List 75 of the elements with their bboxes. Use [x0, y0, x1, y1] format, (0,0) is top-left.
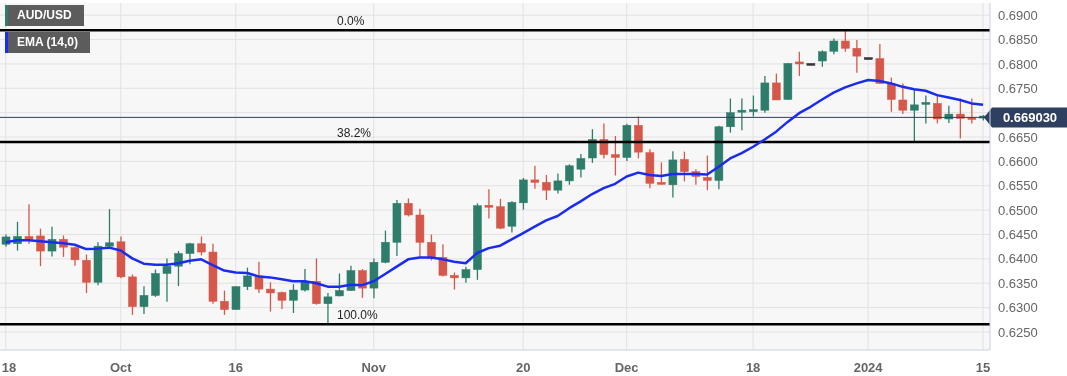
- candlestick: [657, 161, 666, 186]
- candlestick: [795, 51, 804, 77]
- x-tick-label: Dec: [614, 360, 639, 375]
- candlestick: [231, 285, 241, 311]
- candlestick: [599, 122, 609, 160]
- x-tick-label: 15: [975, 360, 991, 375]
- candlestick: [24, 203, 34, 245]
- y-tick-label: 0.6400: [998, 251, 1038, 267]
- y-tick-label: 0.6450: [998, 227, 1038, 243]
- candlestick: [726, 97, 735, 134]
- candlestick: [910, 88, 919, 143]
- candlestick: [841, 29, 850, 53]
- candlestick: [220, 289, 229, 316]
- candlestick: [921, 94, 931, 125]
- candlestick: [151, 268, 160, 298]
- candlestick: [933, 94, 942, 125]
- annotation: 38.2%: [337, 125, 372, 140]
- annotation: 0.0%: [337, 14, 365, 29]
- candlestick: [507, 200, 517, 234]
- x-tick-label: 2024: [853, 360, 884, 375]
- candlestick: [82, 253, 91, 294]
- candlestick: [576, 153, 586, 179]
- y-tick-label: 0.6500: [998, 202, 1038, 218]
- candlestick: [703, 154, 712, 191]
- candlestick: [611, 135, 620, 177]
- y-tick-label: 0.6650: [998, 129, 1038, 145]
- legend-label: EMA (14,0): [8, 32, 90, 53]
- legend-label: AUD/USD: [8, 5, 84, 26]
- candlestick: [438, 243, 448, 278]
- y-tick-label: 0.6350: [998, 275, 1038, 291]
- candlestick: [289, 283, 298, 314]
- x-tick-label: 18: [1, 360, 17, 375]
- y-tick-label: 0.6250: [998, 324, 1038, 340]
- candlestick: [967, 97, 977, 125]
- candlestick: [542, 174, 551, 201]
- candlestick: [565, 163, 574, 186]
- candlestick: [887, 76, 896, 113]
- candlestick: [588, 128, 597, 164]
- x-tick-label: Nov: [361, 360, 387, 375]
- y-tick-label: 0.6750: [998, 80, 1038, 96]
- candlestick: [496, 198, 505, 230]
- candlestick: [243, 266, 252, 291]
- candlestick: [772, 73, 781, 101]
- candlestick: [254, 261, 264, 294]
- candlestick: [484, 188, 494, 220]
- candlestick: [266, 281, 275, 313]
- candlestick: [312, 257, 321, 306]
- candlestick: [358, 268, 367, 299]
- candlestick: [749, 94, 758, 118]
- ref-line-label: 0.669030: [1002, 109, 1058, 125]
- candlestick: [139, 285, 149, 315]
- candlestick: [519, 177, 528, 211]
- candlestick: [553, 172, 563, 195]
- y-tick-label: 0.6550: [998, 178, 1038, 194]
- y-tick-label: 0.6900: [998, 7, 1038, 23]
- y-tick-label: 0.6800: [998, 56, 1038, 72]
- candlestick: [852, 39, 862, 74]
- candlestick: [737, 97, 747, 131]
- candlestick: [197, 235, 206, 257]
- y-tick-label: 0.6850: [998, 32, 1038, 48]
- candlestick: [898, 82, 908, 115]
- candlestick: [323, 292, 333, 325]
- x-tick-label: Oct: [109, 360, 133, 375]
- y-tick-label: 0.6600: [998, 154, 1038, 170]
- y-tick-label: 0.6300: [998, 300, 1038, 316]
- x-tick-label: 16: [228, 360, 243, 375]
- candlestick: [105, 208, 114, 250]
- candlestick: [335, 272, 344, 298]
- x-tick-label: 20: [515, 360, 531, 375]
- candlestick: [530, 165, 540, 190]
- candlestick: [680, 150, 689, 183]
- x-tick-label: 18: [745, 360, 761, 375]
- candlestick: [162, 257, 172, 303]
- annotation: 100.0%: [337, 308, 379, 323]
- candlestick: [381, 229, 390, 264]
